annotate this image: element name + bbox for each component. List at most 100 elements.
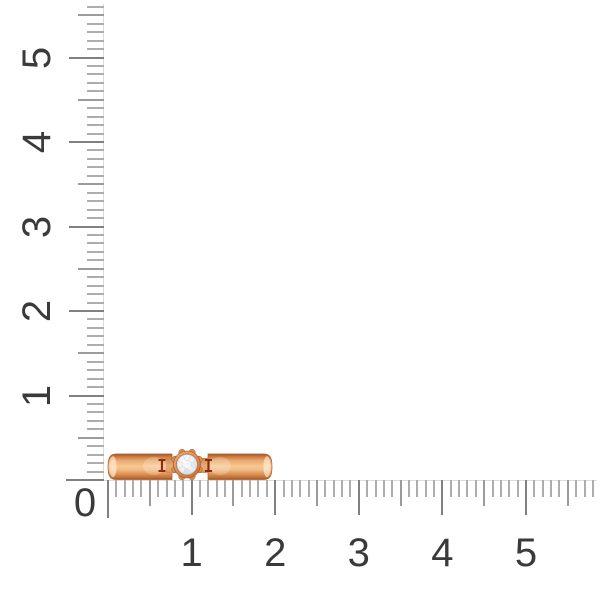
ruler-tick [508,480,511,497]
ruler-tick [87,402,104,405]
ruler-tick [69,310,104,312]
ruler-tick [69,141,104,143]
ruler-tick [78,436,104,439]
ruler-tick [87,445,104,448]
ruler-tick [87,377,104,380]
ruler-tick [87,462,104,465]
ruler-tick [491,480,494,497]
diamond-stone [176,454,198,475]
ruler-tick [87,411,104,414]
ruler-tick [115,480,118,497]
ruler-tick [190,480,193,515]
ruler-tick [441,480,444,515]
ruler-tick [87,191,104,194]
ruler-tick [87,107,104,110]
ruler-tick [69,394,104,397]
ruler-tick [87,369,104,372]
ruler-tick [87,174,104,177]
ruler-tick [69,56,104,59]
ruler-tick [550,480,553,497]
ruler-tick [87,293,104,296]
ruler-tick [78,14,104,17]
ruler-tick [173,480,176,497]
ruler-tick [382,480,385,497]
ruler-tick [466,480,469,497]
ruler-tick [224,480,227,497]
ruler-tick [332,480,335,497]
ruler-tick [140,480,143,497]
ruler-tick [123,480,126,497]
ruler-tick [458,480,461,497]
right-connector [199,458,208,473]
ruler-tick [541,480,544,497]
ruler-tick [483,480,486,506]
ruler-tick [87,343,104,346]
ruler-tick [299,480,302,497]
ruler-tick [416,480,419,497]
ruler-tick [87,470,104,473]
ruler-tick [107,480,109,518]
ruler-tick [232,480,235,506]
band-engraving-right [205,459,212,472]
ruler-tick [66,479,104,481]
ruler-tick [474,480,477,497]
ring-image [107,448,273,481]
ruler-tick [87,31,104,34]
ruler-tick [433,480,436,497]
ruler-tick [87,90,104,93]
ruler-tick [583,480,586,497]
ruler-tick [87,242,104,245]
ruler-tick [424,480,427,497]
ruler-tick [591,480,594,497]
ruler-tick [449,480,452,497]
ruler-tick [182,480,185,497]
ruler-tick [558,480,561,497]
ruler-tick [499,480,502,497]
ruler-tick [240,480,243,497]
ruler-tick [366,480,369,497]
ruler-label: 2 [15,299,59,323]
ruler-tick [87,335,104,338]
ruler-tick [307,480,310,497]
ruler-tick [78,183,104,186]
ruler-tick [207,480,210,497]
ruler-tick [87,301,104,304]
ruler-tick [257,480,260,497]
ruler-tick [87,233,104,236]
ruler-tick [132,480,135,497]
ruler-tick [87,259,104,262]
ruler-tick [282,480,285,497]
ruler-tick [87,326,104,329]
ruler-tick [87,39,104,42]
ruler-tick [148,480,151,506]
ruler-tick [198,480,201,497]
left-cap-highlight [109,456,117,478]
ruler-tick [87,157,104,160]
ruler-tick [78,267,104,270]
ruler-tick [265,480,268,497]
ruler-label: 1 [180,531,203,575]
stone-sparkle [182,460,186,463]
band-engraving-left [158,459,166,472]
ruler-tick [87,115,104,118]
ruler-tick [87,250,104,253]
ruler-tick [87,208,104,211]
ruler-tick [316,480,318,506]
ruler-tick [341,480,344,497]
ruler-label: 3 [347,531,370,575]
ruler-label: 4 [431,531,454,575]
ruler-tick [87,428,104,431]
ruler-tick [533,480,536,497]
ruler-tick [87,149,104,152]
ruler-tick [575,480,578,497]
ruler-tick [87,276,104,279]
ruler-tick [87,73,104,76]
ruler-tick [87,217,104,220]
ruler-tick [87,5,104,8]
ruler-tick [407,480,410,497]
ruler-tick [87,124,104,127]
ruler-tick [87,318,104,321]
ruler-tick [87,48,104,51]
ruler-tick [525,480,527,515]
ruler-tick [87,200,104,203]
